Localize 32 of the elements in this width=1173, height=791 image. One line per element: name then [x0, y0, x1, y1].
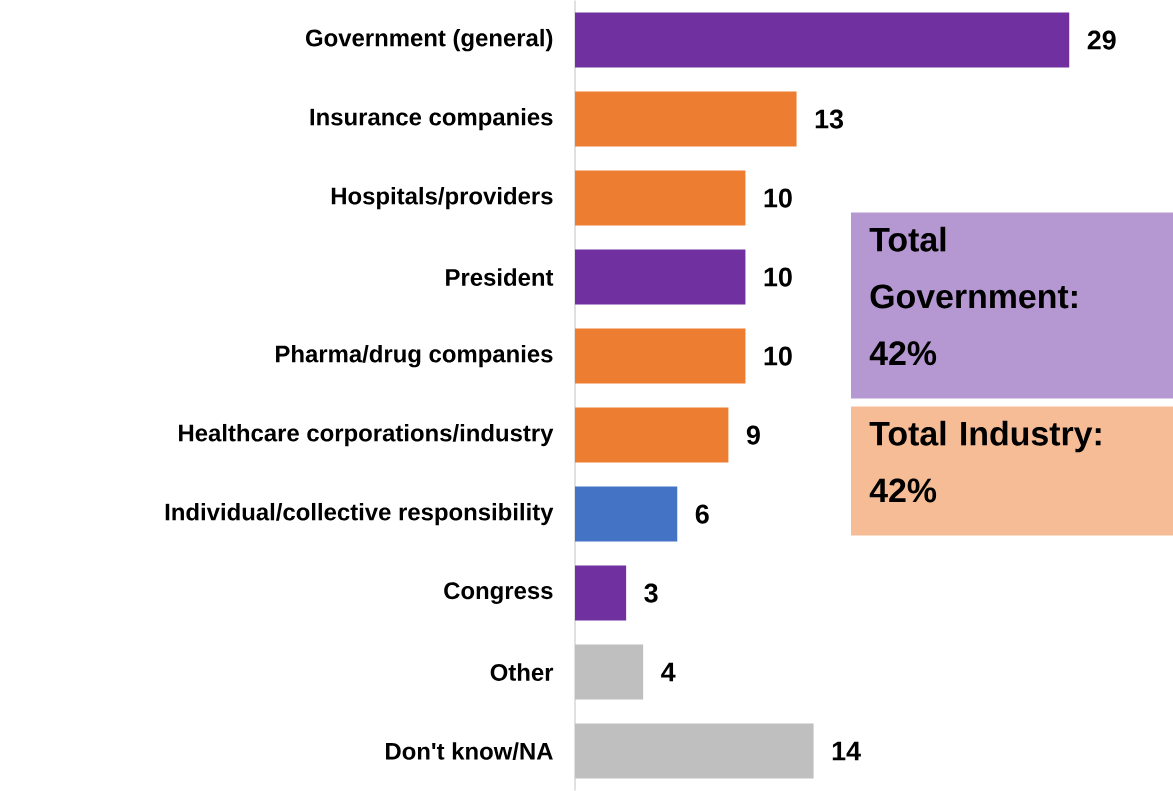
annotation: Total Industry: 42%	[869, 420, 1101, 503]
y-tick-label: Congress	[444, 582, 553, 604]
annotation: Total Government: 42%	[869, 226, 1077, 366]
y-tick-label: Hospitals/providers	[331, 186, 553, 210]
y-tick-label: Individual/collective responsibility	[165, 502, 554, 526]
y-tick-label: Pharma/drug companies	[276, 344, 553, 368]
y-tick-label: Healthcare corporations/industry	[179, 423, 554, 447]
y-tick-label: Other	[490, 663, 554, 681]
bar	[575, 91, 797, 147]
data-label: 13	[815, 109, 844, 129]
data-label: 4	[661, 662, 676, 682]
bar	[575, 565, 627, 621]
bar	[575, 249, 746, 305]
bar	[575, 328, 746, 384]
data-label: 6	[695, 504, 709, 524]
data-label: 3	[644, 583, 658, 603]
bar	[575, 170, 746, 226]
data-label: 10	[764, 267, 792, 287]
y-tick-label: Insurance companies	[310, 107, 553, 131]
data-label: 9	[746, 425, 760, 445]
data-label: 29	[1087, 30, 1116, 50]
y-tick-label: President	[446, 268, 554, 286]
data-label: 10	[764, 188, 792, 208]
data-label: 10	[764, 346, 792, 366]
bar	[575, 12, 1070, 68]
bar	[575, 644, 644, 700]
bar	[575, 486, 678, 542]
bar	[575, 723, 814, 779]
bar	[575, 407, 729, 463]
y-tick-label: Government (general)	[306, 28, 553, 52]
data-label: 14	[832, 741, 861, 761]
y-tick-label: Don't know/NA	[386, 742, 553, 760]
